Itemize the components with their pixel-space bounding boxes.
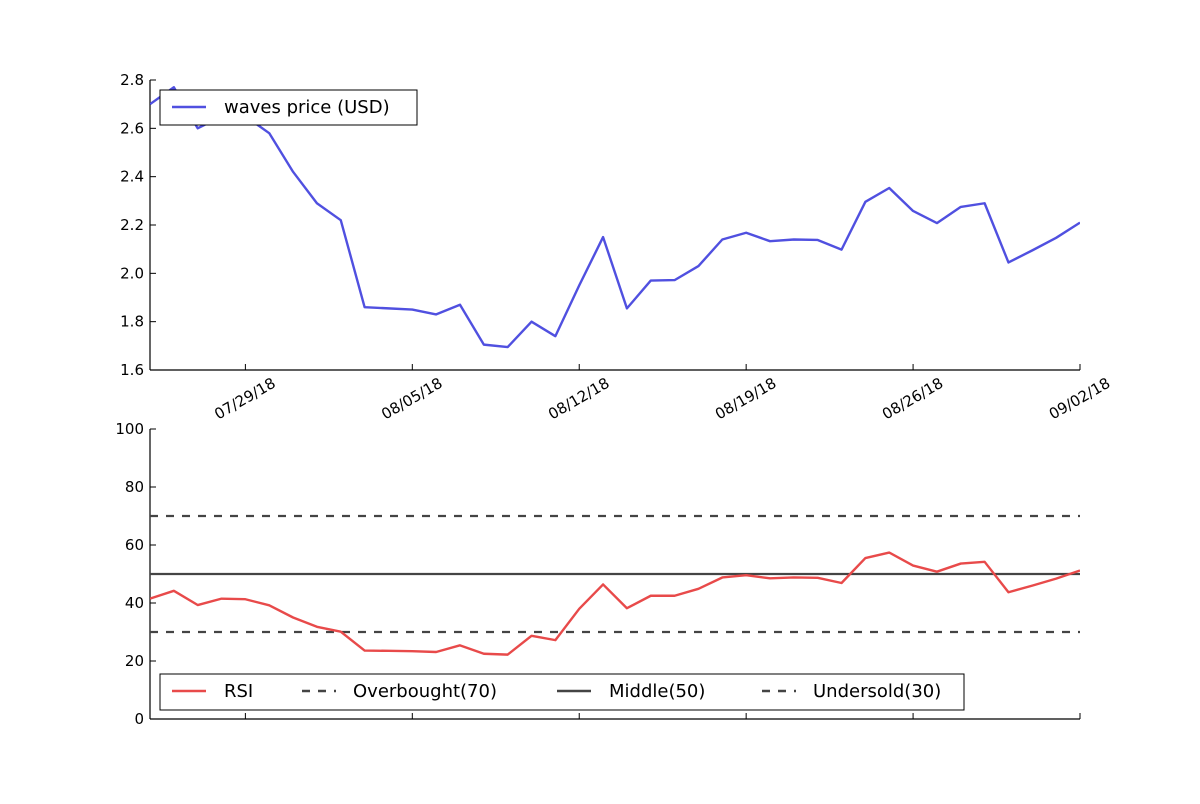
y-tick-label: 1.6 [120, 361, 144, 379]
rsi-series-line [150, 551, 1080, 656]
y-tick-label: 2.2 [120, 216, 144, 234]
y-tick-label: 2.0 [120, 264, 144, 282]
y-tick-label: 0 [134, 710, 144, 728]
legend-label: Overbought(70) [353, 681, 497, 702]
y-tick-label: 2.4 [120, 168, 144, 186]
rsi-legend: RSI Overbought(70) Middle(50) Undersold(30) [159, 673, 965, 711]
x-tick-label: 08/12/18 [545, 374, 612, 423]
price-legend: waves price (USD) [159, 89, 418, 126]
y-tick-label: 2.6 [120, 119, 144, 137]
x-tick-label: 08/19/18 [712, 374, 779, 423]
y-tick-label: 2.8 [120, 71, 144, 89]
y-tick-label: 40 [125, 594, 144, 612]
x-tick-label: 07/29/18 [211, 374, 278, 423]
price-series-line [150, 86, 1080, 349]
y-tick-label: 80 [125, 478, 144, 496]
y-tick-label: 20 [125, 652, 144, 670]
x-tick-label: 08/26/18 [879, 374, 946, 423]
y-tick-label: 1.8 [120, 313, 144, 331]
legend-label: RSI [224, 681, 253, 702]
y-tick-label: 100 [115, 420, 144, 438]
x-tick-label: 09/02/18 [1046, 374, 1113, 423]
price-chart-panel: 1.6 1.8 2.0 2.2 2.4 2.6 2.8 07/29/18 08/05/18 08/… [120, 71, 1113, 423]
y-tick-label: 60 [125, 536, 144, 554]
legend-label: Middle(50) [609, 681, 705, 702]
legend-label-price: waves price (USD) [224, 97, 390, 118]
x-tick-label: 08/05/18 [378, 374, 445, 423]
rsi-chart-panel: 0 20 40 60 80 100 RSI Overbought(70) Middle(50) U… [115, 420, 1081, 728]
legend-label: Undersold(30) [813, 681, 941, 702]
